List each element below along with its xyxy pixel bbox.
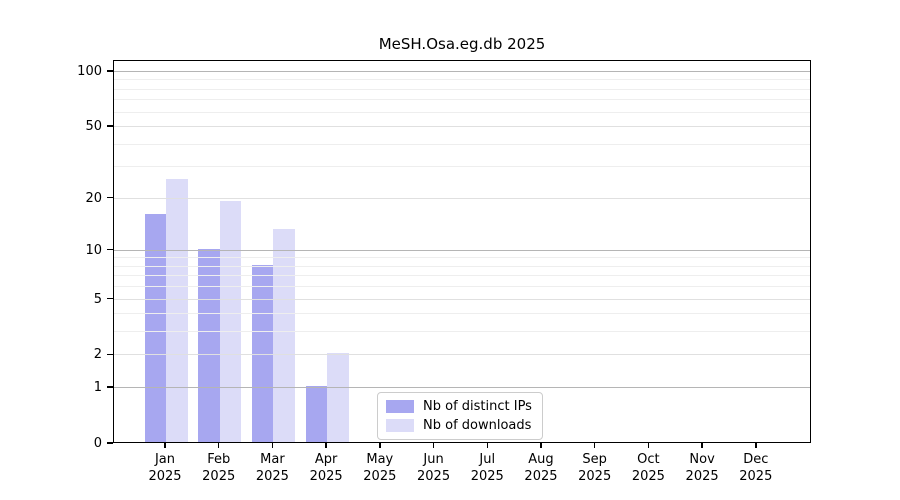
gridline-80 — [114, 88, 810, 90]
x-tick-label-may: May 2025 — [363, 452, 397, 484]
gridline-9 — [114, 257, 810, 259]
x-tick-label-oct: Oct 2025 — [631, 452, 665, 484]
x-tick-label-jun: Jun 2025 — [417, 452, 451, 484]
x-tick-label-jan: Jan 2025 — [148, 452, 182, 484]
y-tick-mark — [107, 297, 113, 300]
y-tick-mark — [107, 353, 113, 356]
gridline-50 — [114, 126, 810, 128]
x-tick-label-apr: Apr 2025 — [309, 452, 343, 484]
y-tick-mark — [107, 442, 113, 444]
bar-downloads-apr — [327, 353, 349, 442]
bar-downloads-feb — [219, 200, 242, 442]
x-tick-label-sep: Sep 2025 — [578, 452, 612, 484]
x-tick-label-aug: Aug 2025 — [524, 452, 558, 484]
x-tick-mark — [379, 443, 381, 448]
gridline-100 — [114, 70, 810, 72]
legend-label-downloads: Nb of downloads — [423, 418, 532, 433]
gridline-8 — [114, 265, 810, 267]
x-tick-label-dec: Dec 2025 — [739, 452, 773, 484]
y-tick-mark — [107, 196, 113, 199]
x-tick-mark — [432, 443, 435, 448]
gridline-40 — [114, 143, 810, 145]
x-tick-mark — [271, 443, 274, 448]
legend: Nb of distinct IPs Nb of downloads — [377, 392, 543, 440]
legend-label-distinct-ips: Nb of distinct IPs — [423, 399, 532, 414]
chart-title: MeSH.Osa.eg.db 2025 — [378, 35, 546, 53]
legend-item-distinct-ips: Nb of distinct IPs — [386, 399, 532, 414]
y-tick-label-2: 2 — [93, 347, 102, 363]
x-tick-label-feb: Feb 2025 — [202, 452, 236, 484]
x-tick-mark — [217, 443, 220, 448]
x-tick-mark — [486, 443, 488, 448]
gridline-4 — [114, 313, 810, 315]
y-tick-label-20: 20 — [85, 190, 102, 206]
gridline-7 — [114, 275, 810, 277]
bar-distinct-ips-apr — [305, 386, 328, 442]
gridline-90 — [114, 79, 810, 81]
x-tick-mark — [701, 443, 703, 448]
x-tick-label-mar: Mar 2025 — [255, 452, 289, 484]
gridline-1 — [114, 387, 810, 389]
y-tick-label-0: 0 — [93, 436, 102, 451]
gridline-6 — [114, 286, 810, 288]
x-tick-mark — [164, 443, 166, 448]
bar-distinct-ips-mar — [251, 264, 274, 442]
y-tick-label-50: 50 — [85, 119, 102, 135]
gridline-10 — [114, 249, 810, 251]
x-tick-label-jul: Jul 2025 — [470, 452, 504, 484]
bar-distinct-ips-jan — [144, 213, 166, 442]
bar-downloads-jan — [166, 179, 188, 442]
plot-area — [113, 60, 811, 443]
gridline-30 — [114, 166, 810, 168]
x-tick-mark — [755, 443, 757, 448]
y-tick-label-10: 10 — [85, 242, 102, 258]
y-tick-mark — [107, 386, 113, 388]
x-tick-mark — [593, 443, 596, 448]
gridline-20 — [114, 197, 810, 199]
x-tick-mark — [647, 443, 650, 448]
legend-item-downloads: Nb of downloads — [386, 418, 532, 433]
x-tick-mark — [540, 443, 542, 448]
y-tick-mark — [107, 70, 113, 72]
x-tick-mark — [325, 443, 327, 448]
y-tick-mark — [107, 248, 113, 251]
y-tick-label-1: 1 — [93, 380, 102, 396]
legend-swatch-distinct-ips — [386, 400, 414, 413]
gridline-60 — [114, 111, 810, 113]
gridline-2 — [114, 354, 810, 356]
y-tick-label-5: 5 — [93, 291, 102, 307]
y-tick-mark — [107, 125, 113, 127]
x-tick-label-nov: Nov 2025 — [685, 452, 719, 484]
gridline-70 — [114, 99, 810, 101]
bar-distinct-ips-feb — [198, 248, 220, 442]
bar-downloads-mar — [273, 229, 295, 442]
y-tick-label-100: 100 — [77, 63, 102, 79]
gridline-3 — [114, 331, 810, 333]
gridline-5 — [114, 298, 810, 300]
legend-swatch-downloads — [386, 419, 414, 432]
